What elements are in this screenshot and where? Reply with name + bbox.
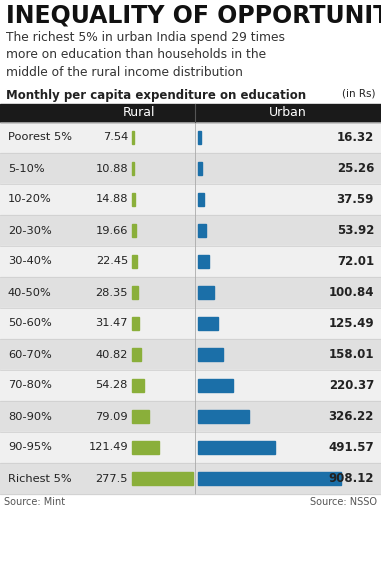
Text: 60-70%: 60-70% — [8, 350, 52, 359]
Text: 40-50%: 40-50% — [8, 288, 52, 297]
Text: 19.66: 19.66 — [96, 225, 128, 236]
Text: 100.84: 100.84 — [328, 286, 374, 299]
Bar — [0, 122, 381, 153]
Text: 28.35: 28.35 — [96, 288, 128, 297]
Bar — [132, 316, 139, 331]
Text: 158.01: 158.01 — [328, 348, 374, 361]
Text: 31.47: 31.47 — [96, 319, 128, 328]
Bar — [0, 246, 381, 277]
Text: 220.37: 220.37 — [329, 379, 374, 392]
Bar — [132, 162, 134, 175]
Text: 10-20%: 10-20% — [8, 194, 52, 205]
Text: 16.32: 16.32 — [337, 131, 374, 144]
Text: The richest 5% in urban India spend 29 times
more on education than households i: The richest 5% in urban India spend 29 t… — [6, 31, 285, 79]
Bar — [198, 440, 275, 454]
Text: Richest 5%: Richest 5% — [8, 473, 72, 484]
Text: 50-60%: 50-60% — [8, 319, 52, 328]
Text: 5-10%: 5-10% — [8, 163, 45, 174]
Bar — [132, 255, 137, 269]
Text: 25.26: 25.26 — [337, 162, 374, 175]
Text: Rural: Rural — [122, 106, 155, 120]
Text: INEQUALITY OF OPPORTUNITY: INEQUALITY OF OPPORTUNITY — [6, 4, 381, 28]
Text: 14.88: 14.88 — [96, 194, 128, 205]
Text: 53.92: 53.92 — [337, 224, 374, 237]
Text: 22.45: 22.45 — [96, 256, 128, 266]
Bar — [0, 463, 381, 494]
Text: 54.28: 54.28 — [96, 381, 128, 390]
Bar — [198, 347, 223, 362]
Bar — [0, 432, 381, 463]
Text: Urban: Urban — [269, 106, 307, 120]
Text: Source: Mint: Source: Mint — [4, 497, 65, 507]
Bar — [198, 316, 218, 331]
Text: Poorest 5%: Poorest 5% — [8, 132, 72, 143]
Text: 491.57: 491.57 — [328, 441, 374, 454]
Bar — [0, 215, 381, 246]
Bar — [0, 184, 381, 215]
Bar — [0, 277, 381, 308]
Bar — [0, 401, 381, 432]
Text: 30-40%: 30-40% — [8, 256, 52, 266]
Text: 125.49: 125.49 — [328, 317, 374, 330]
Bar — [0, 308, 381, 339]
Bar — [0, 104, 381, 122]
Text: Monthly per capita expenditure on education: Monthly per capita expenditure on educat… — [6, 89, 306, 102]
Text: Source: NSSO: Source: NSSO — [310, 497, 377, 507]
Bar — [132, 193, 135, 206]
Bar — [0, 370, 381, 401]
Bar — [132, 440, 159, 454]
Text: 326.22: 326.22 — [329, 410, 374, 423]
Bar — [0, 339, 381, 370]
Bar — [198, 131, 200, 144]
Text: 40.82: 40.82 — [96, 350, 128, 359]
Bar — [132, 347, 141, 362]
Text: 72.01: 72.01 — [337, 255, 374, 268]
Bar — [198, 378, 233, 393]
Bar — [132, 472, 193, 485]
Bar — [132, 409, 149, 423]
Text: 90-95%: 90-95% — [8, 443, 52, 453]
Text: 70-80%: 70-80% — [8, 381, 52, 390]
Bar — [198, 286, 214, 300]
Bar — [132, 131, 134, 144]
Text: 10.88: 10.88 — [95, 163, 128, 174]
Bar — [0, 153, 381, 184]
Bar — [132, 378, 144, 393]
Text: 908.12: 908.12 — [328, 472, 374, 485]
Bar — [132, 286, 138, 300]
Text: 277.5: 277.5 — [96, 473, 128, 484]
Text: 20-30%: 20-30% — [8, 225, 52, 236]
Bar — [198, 193, 204, 206]
Text: 7.54: 7.54 — [103, 132, 128, 143]
Bar — [132, 224, 136, 237]
Text: 80-90%: 80-90% — [8, 412, 52, 421]
Bar — [198, 224, 207, 237]
Text: 37.59: 37.59 — [337, 193, 374, 206]
Bar — [198, 255, 209, 269]
Text: (in Rs): (in Rs) — [341, 89, 375, 99]
Text: 79.09: 79.09 — [95, 412, 128, 421]
Text: 121.49: 121.49 — [88, 443, 128, 453]
Bar — [198, 409, 250, 423]
Bar — [198, 472, 341, 485]
Bar — [198, 162, 202, 175]
